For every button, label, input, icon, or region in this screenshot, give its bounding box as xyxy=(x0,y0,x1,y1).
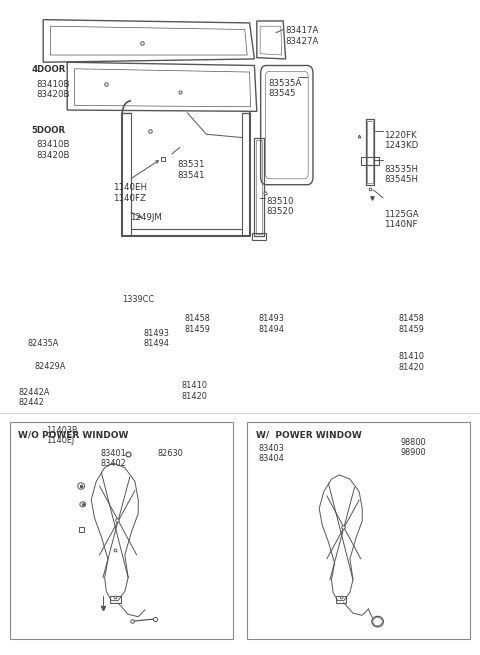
Bar xyxy=(254,138,264,236)
Text: W/  POWER WINDOW: W/ POWER WINDOW xyxy=(256,430,361,440)
Text: 81493
81494: 81493 81494 xyxy=(258,314,284,334)
Bar xyxy=(367,121,373,183)
Bar xyxy=(109,596,120,603)
Text: 83401
83402: 83401 83402 xyxy=(101,449,127,468)
Text: 83510
83520: 83510 83520 xyxy=(266,196,294,216)
Text: 82630: 82630 xyxy=(157,449,183,458)
Text: 98800
98900: 98800 98900 xyxy=(401,438,426,457)
Text: 1140EH
1140FZ: 1140EH 1140FZ xyxy=(113,183,147,203)
Text: 1339CC: 1339CC xyxy=(122,295,155,304)
Text: 83410B
83420B: 83410B 83420B xyxy=(36,80,70,100)
Text: 81458
81459: 81458 81459 xyxy=(185,314,211,334)
Text: 81458
81459: 81458 81459 xyxy=(398,314,424,334)
Text: W/O POWER WINDOW: W/O POWER WINDOW xyxy=(18,430,129,440)
Text: 82442A
82442: 82442A 82442 xyxy=(18,388,49,407)
Text: 83403
83404: 83403 83404 xyxy=(258,444,284,464)
Text: 83535H
83545H: 83535H 83545H xyxy=(384,165,418,185)
Text: 1125GA
1140NF: 1125GA 1140NF xyxy=(384,210,419,229)
Text: 81410
81420: 81410 81420 xyxy=(181,381,207,401)
Text: 83410B
83420B: 83410B 83420B xyxy=(36,140,70,160)
Text: 81493
81494: 81493 81494 xyxy=(144,329,170,348)
Text: 82429A: 82429A xyxy=(35,362,66,371)
Text: 83417A
83427A: 83417A 83427A xyxy=(286,26,319,46)
Bar xyxy=(10,422,233,639)
Bar xyxy=(247,422,470,639)
Text: 11403B
1140EJ: 11403B 1140EJ xyxy=(46,426,77,445)
Bar xyxy=(366,119,374,185)
Text: 81410
81420: 81410 81420 xyxy=(398,352,424,372)
Bar xyxy=(336,597,346,603)
Bar xyxy=(79,527,84,532)
Text: 4DOOR: 4DOOR xyxy=(31,66,66,75)
Text: 1220FK
1243KD: 1220FK 1243KD xyxy=(384,131,418,151)
Text: 82435A: 82435A xyxy=(28,339,59,348)
Text: 1249JM: 1249JM xyxy=(130,213,161,222)
Bar xyxy=(256,140,262,234)
Text: 83531
83541: 83531 83541 xyxy=(178,160,205,180)
Bar xyxy=(361,157,379,165)
Bar xyxy=(252,233,266,240)
Text: 83535A
83545: 83535A 83545 xyxy=(269,79,302,98)
Text: 5DOOR: 5DOOR xyxy=(31,126,65,135)
